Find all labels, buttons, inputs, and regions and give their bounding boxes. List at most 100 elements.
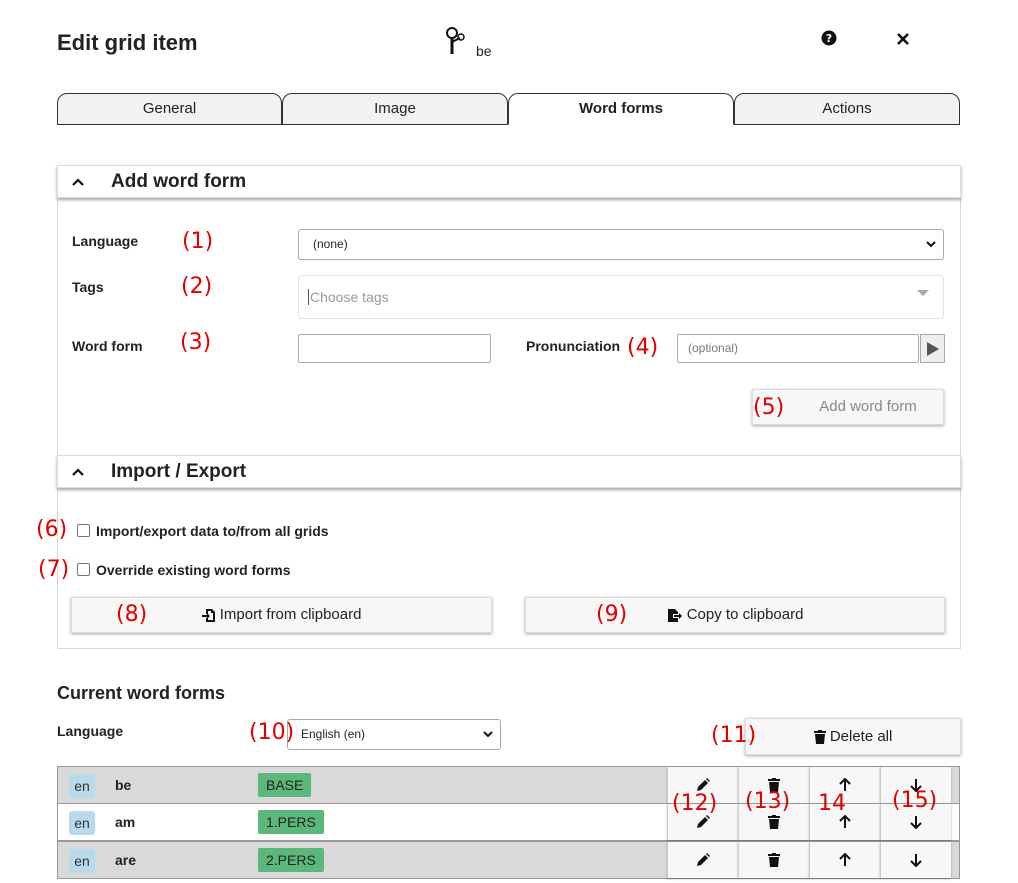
move-up-button[interactable]	[809, 842, 880, 878]
delete-button[interactable]	[738, 842, 809, 878]
arrow-down-icon	[910, 778, 922, 792]
arrow-up-icon	[839, 814, 851, 828]
question-circle-icon: ?	[821, 30, 837, 46]
annotation-2: (2)	[181, 274, 213, 299]
add-word-form-button-label: Add word form	[819, 398, 917, 415]
import-all-grids-label: Import/export data to/from all grids	[96, 523, 329, 539]
arrow-up-icon	[839, 777, 851, 791]
arrow-down-icon	[910, 815, 922, 829]
delete-button[interactable]	[738, 767, 809, 803]
pronunciation-input[interactable]: (optional)	[677, 334, 919, 363]
tags-input[interactable]: Choose tags	[298, 275, 944, 319]
annotation-5: (5)	[753, 395, 785, 420]
annotation-15: (15)	[892, 788, 938, 813]
delete-all-button[interactable]: Delete all	[745, 718, 961, 755]
move-up-button[interactable]	[809, 804, 880, 840]
override-word-forms-label: Override existing word forms	[96, 562, 291, 578]
pencil-icon	[697, 852, 710, 866]
add-word-form-button[interactable]: Add word form	[752, 389, 944, 425]
file-export-icon	[667, 608, 682, 622]
language-badge: en	[69, 774, 95, 798]
import-export-section-header[interactable]: Import / Export	[57, 455, 961, 488]
language-select-value: (none)	[313, 237, 348, 251]
dropdown-arrow-icon	[917, 290, 929, 296]
trash-icon	[813, 730, 826, 745]
language-label: Language	[72, 233, 139, 249]
move-down-button[interactable]	[880, 842, 951, 878]
annotation-11: (11)	[711, 723, 757, 748]
trash-icon	[768, 777, 780, 792]
annotation-13: (13)	[745, 789, 791, 814]
language-badge: en	[69, 811, 95, 835]
chevron-down-icon	[926, 230, 936, 259]
edit-button[interactable]	[667, 767, 738, 803]
language-badge: en	[69, 849, 95, 873]
tags-label: Tags	[72, 279, 104, 295]
word-form-row: en am 1.PERS	[57, 803, 960, 841]
word-form-text: be	[115, 777, 132, 793]
item-label: be	[476, 43, 492, 59]
word-form-label: Word form	[72, 338, 143, 354]
tag-badge: 1.PERS	[258, 810, 324, 834]
move-down-button[interactable]	[880, 804, 951, 840]
word-form-text: am	[115, 814, 136, 830]
play-icon	[927, 342, 939, 356]
trash-icon	[768, 852, 780, 867]
section-title: Add word form	[111, 171, 247, 192]
page-title: Edit grid item	[57, 30, 198, 55]
arrow-down-icon	[910, 853, 922, 867]
language-select[interactable]: (none)	[298, 229, 944, 260]
trash-icon	[768, 814, 780, 829]
import-from-clipboard-label: Import from clipboard	[219, 606, 362, 623]
tags-placeholder: Choose tags	[308, 289, 389, 305]
current-language-value: English (en)	[301, 727, 366, 741]
arrow-up-icon	[839, 852, 851, 866]
annotation-6: (6)	[36, 517, 68, 542]
delete-all-label: Delete all	[829, 728, 893, 745]
pencil-icon	[697, 814, 710, 828]
import-all-grids-checkbox[interactable]	[77, 524, 90, 537]
chevron-up-icon	[72, 166, 84, 197]
edit-button[interactable]	[667, 804, 738, 840]
tab-general[interactable]: General	[57, 93, 282, 125]
word-form-input[interactable]	[298, 334, 491, 363]
move-down-button[interactable]	[880, 767, 951, 803]
annotation-9: (9)	[596, 602, 628, 627]
tab-image[interactable]: Image	[282, 93, 508, 125]
section-title: Import / Export	[111, 461, 247, 482]
import-from-clipboard-button[interactable]: Import from clipboard	[71, 597, 492, 633]
tag-badge: BASE	[258, 773, 312, 797]
close-button[interactable]	[893, 28, 913, 48]
word-form-text: are	[115, 852, 137, 868]
tag-badge: 2.PERS	[258, 848, 324, 872]
svg-text:?: ?	[826, 32, 832, 45]
annotation-1: (1)	[182, 229, 214, 254]
delete-button[interactable]	[738, 804, 809, 840]
chevron-up-icon	[72, 456, 84, 487]
copy-to-clipboard-button[interactable]: Copy to clipboard	[525, 597, 945, 633]
file-import-icon	[201, 608, 215, 622]
annotation-8: (8)	[116, 602, 148, 627]
help-button[interactable]: ?	[819, 28, 839, 48]
tab-word-forms[interactable]: Word forms	[508, 93, 734, 125]
play-pronunciation-button[interactable]	[920, 334, 945, 363]
pronunciation-label: Pronunciation	[526, 338, 621, 354]
current-language-label: Language	[57, 723, 124, 739]
copy-to-clipboard-label: Copy to clipboard	[686, 606, 804, 623]
close-icon	[897, 33, 909, 46]
override-word-forms-checkbox[interactable]	[77, 563, 90, 576]
word-form-row: en be BASE	[57, 766, 960, 804]
move-up-button[interactable]	[809, 767, 880, 803]
chevron-down-icon	[483, 720, 493, 749]
current-language-select[interactable]: English (en)	[287, 719, 501, 750]
pencil-icon	[697, 777, 710, 791]
annotation-3: (3)	[180, 330, 212, 355]
annotation-10: (10)	[249, 720, 295, 745]
current-word-forms-title: Current word forms	[57, 683, 226, 703]
edit-button[interactable]	[667, 842, 738, 878]
word-form-row: en are 2.PERS	[57, 841, 960, 879]
annotation-14: 14	[818, 791, 846, 816]
add-word-form-section-header[interactable]: Add word form	[57, 165, 961, 198]
tab-actions[interactable]: Actions	[734, 93, 960, 125]
item-symbol-icon	[444, 26, 468, 56]
